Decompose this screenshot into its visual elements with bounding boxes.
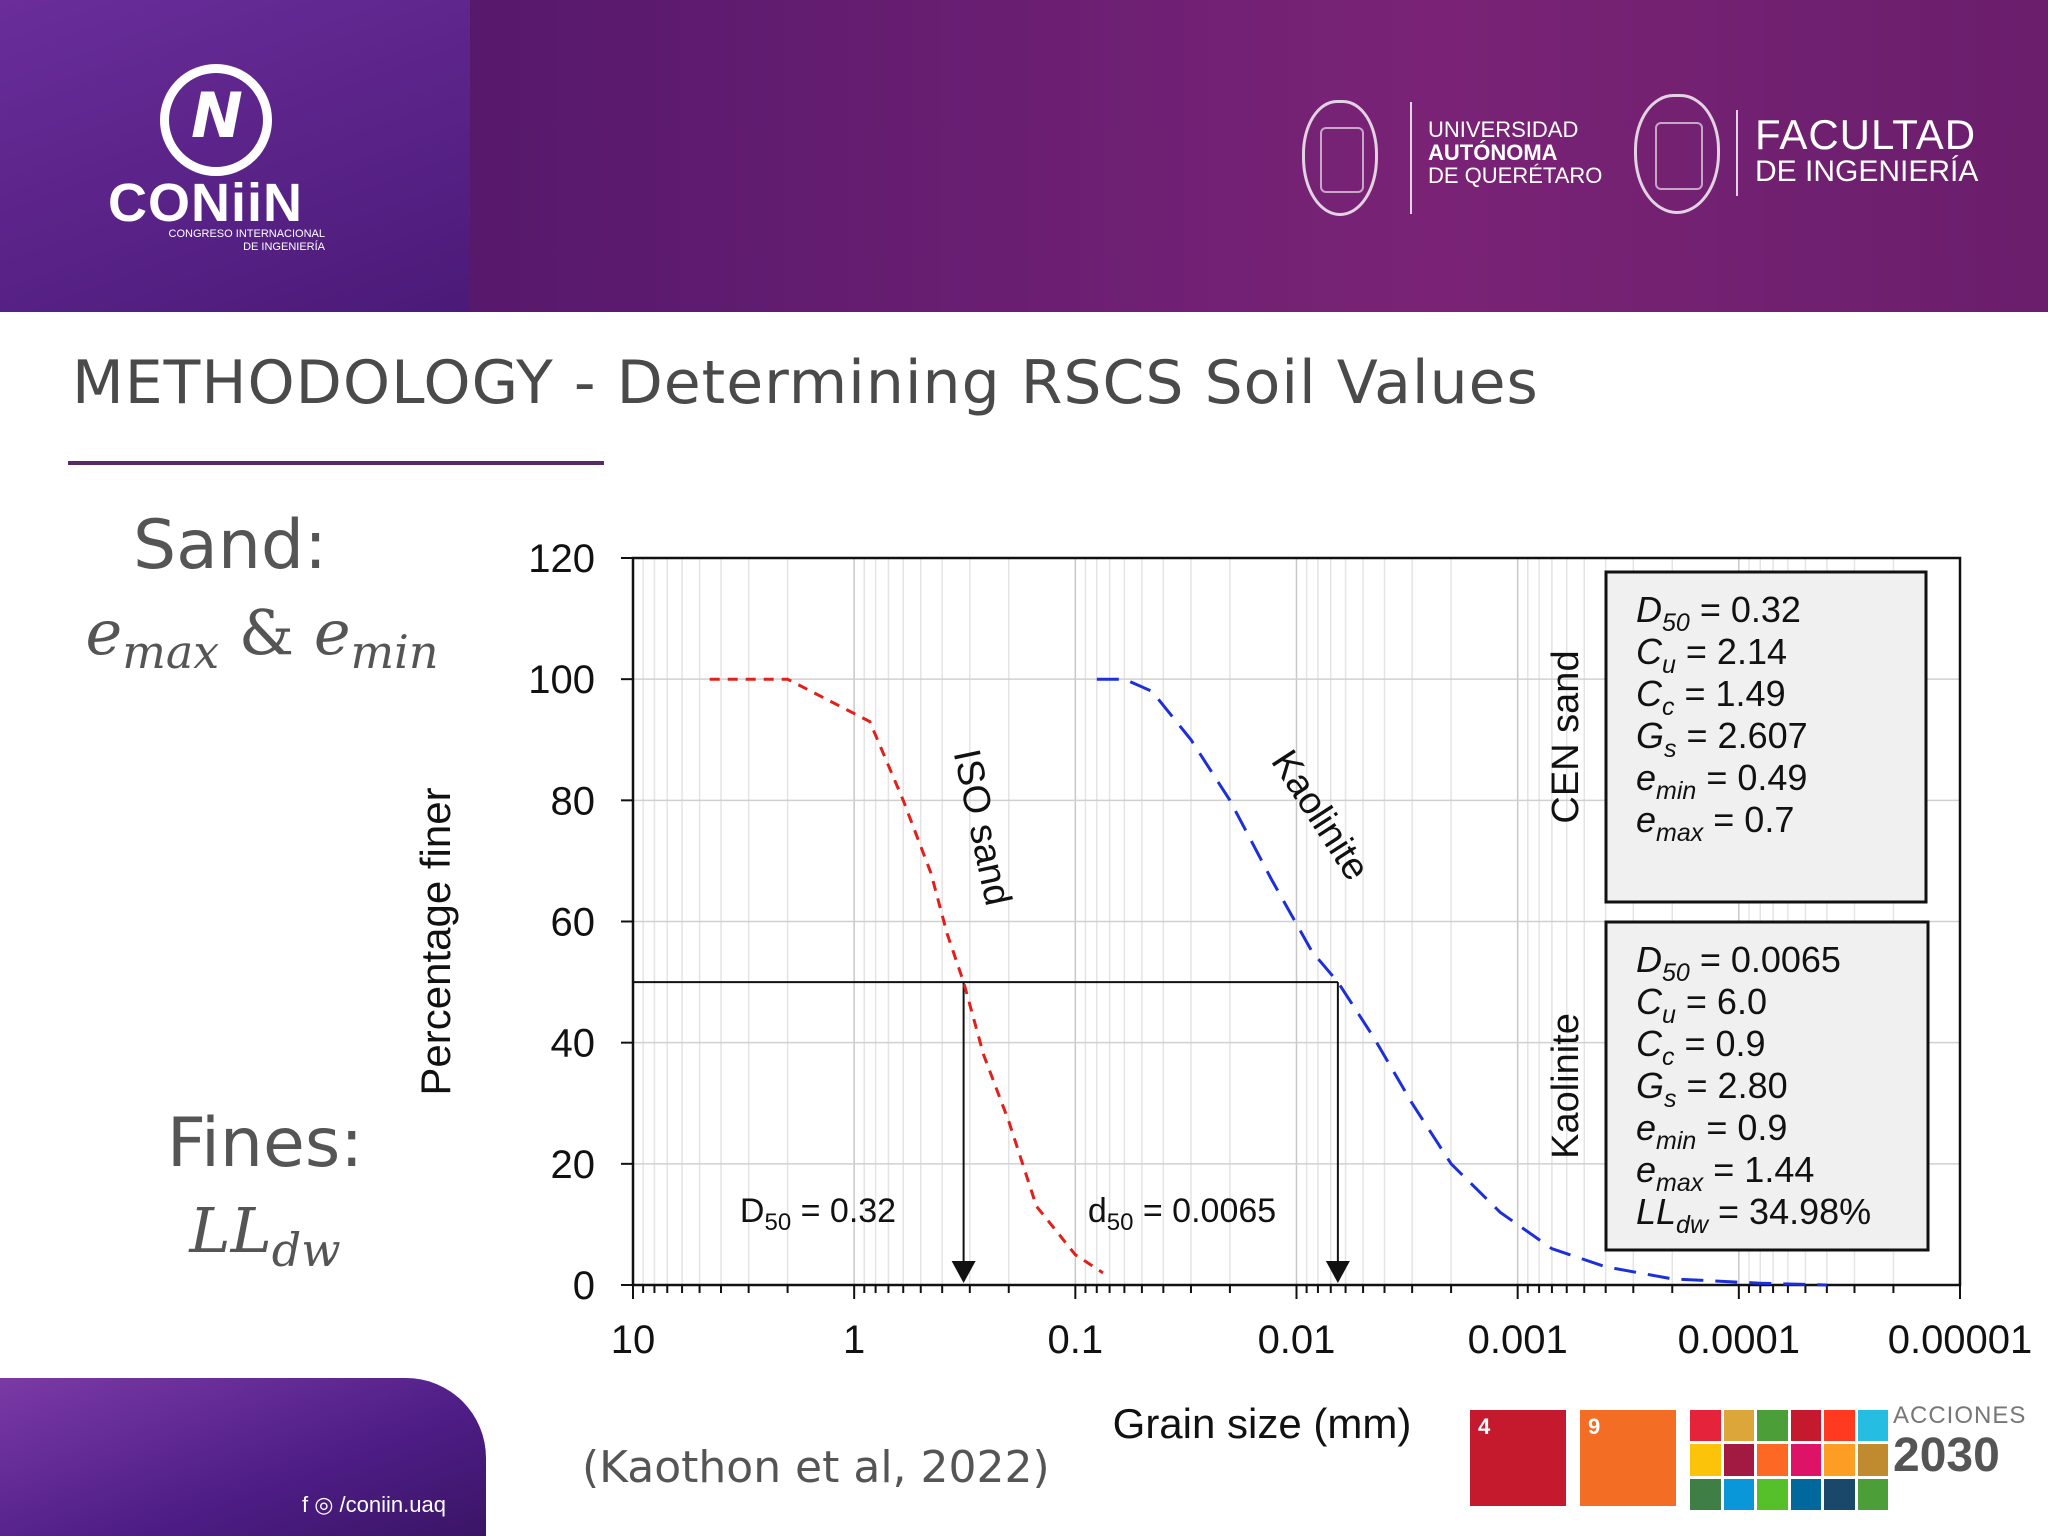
acciones-year: 2030: [1893, 1429, 2000, 1482]
brand-sub-line-1: CONGRESO INTERNACIONAL: [168, 228, 325, 240]
info-box-row: Cc = 0.9: [1636, 1023, 1766, 1071]
info-box: [1604, 570, 1928, 904]
plot-frame: [631, 556, 1962, 1287]
fines-heading: Fines:: [166, 1104, 364, 1183]
header-banner: CONiiN CONGRESO INTERNACIONAL DE INGENIE…: [0, 0, 2048, 312]
info-box-row: emin = 0.9: [1636, 1107, 1787, 1155]
d50-label: D50 = 0.32: [740, 1192, 896, 1236]
info-box-row: Gs = 2.80: [1636, 1065, 1788, 1113]
y-tick-label: 100: [528, 658, 595, 702]
title-underline: [68, 461, 604, 465]
fines-liquid-limit-formula: LLdw: [189, 1194, 341, 1277]
series-line-iso-sand: [709, 677, 1104, 1275]
info-box-side-label: Kaolinite: [1545, 1013, 1587, 1159]
coniin-logo-icon: [160, 64, 272, 176]
x-tick-label: 1: [843, 1318, 865, 1362]
uni-line-2: AUTÓNOMA: [1428, 140, 1558, 165]
x-tick-label: 0.1: [1048, 1318, 1104, 1362]
info-box-row: Cc = 1.49: [1636, 673, 1786, 721]
x-tick-label: 0.0001: [1678, 1318, 1800, 1362]
coniin-brand-name: CONiiN: [108, 173, 303, 233]
y-tick-label: 20: [551, 1143, 596, 1187]
x-tick-label: 0.001: [1468, 1318, 1568, 1362]
d50-label: d50 = 0.0065: [1088, 1192, 1276, 1236]
fac-line-1: FACULTAD: [1755, 111, 1977, 158]
header-divider-2: [1736, 110, 1738, 196]
series-line-kaolinite: [1096, 677, 1827, 1287]
coniin-brand-subtitle: CONGRESO INTERNACIONAL DE INGENIERÍA: [110, 228, 325, 254]
footer-panel: [0, 1378, 486, 1536]
brand-sub-line-2: DE INGENIERÍA: [243, 241, 325, 253]
info-box-row: emin = 0.49: [1636, 757, 1807, 805]
sand-void-ratio-formula: emax & emin: [85, 596, 439, 679]
header-divider: [1410, 102, 1412, 214]
info-box-row: Gs = 2.607: [1636, 715, 1808, 763]
university-name: UNIVERSIDAD AUTÓNOMA DE QUERÉTARO: [1428, 118, 1602, 187]
info-box-row: Cu = 6.0: [1636, 981, 1767, 1029]
brand-panel: CONiiN CONGRESO INTERNACIONAL DE INGENIE…: [0, 0, 470, 312]
x-tick-label: 0.01: [1258, 1318, 1336, 1362]
citation: (Kaothon et al, 2022): [582, 1442, 1050, 1493]
y-tick-label: 40: [551, 1022, 596, 1066]
d50-arrow-icon: [1325, 1261, 1350, 1283]
x-tick-label: 10: [611, 1318, 656, 1362]
info-box-row: emax = 1.44: [1636, 1149, 1814, 1197]
info-box-row: LLdw = 34.98%: [1636, 1191, 1871, 1239]
info-box: [1604, 920, 1930, 1252]
sand-heading: Sand:: [132, 506, 327, 585]
y-tick-label: 120: [528, 537, 595, 581]
info-box-row: emax = 0.7: [1636, 799, 1794, 847]
uni-line-1: UNIVERSIDAD: [1428, 117, 1579, 142]
fines-label-block: Fines:: [130, 1104, 400, 1183]
y-tick-label: 80: [551, 779, 596, 823]
info-box-row: Cu = 2.14: [1636, 631, 1787, 679]
faculty-seal-icon: [1634, 94, 1720, 214]
sdg-mosaic-icon: [1690, 1410, 1888, 1510]
x-tick-label: 0.00001: [1888, 1318, 2033, 1362]
y-tick-label: 0: [573, 1264, 595, 1308]
y-axis-label: Percentage finer: [412, 787, 459, 1095]
info-box-side-label: CEN sand: [1545, 650, 1587, 823]
acciones-label: ACCIONES: [1893, 1402, 2027, 1429]
d50-arrow-icon: [951, 1261, 976, 1283]
sand-label-block: Sand:: [90, 506, 370, 585]
slide-title: METHODOLOGY - Determining RSCS Soil Valu…: [72, 348, 1539, 418]
social-handle[interactable]: f ◎ /coniin.uaq: [302, 1492, 446, 1517]
info-box-row: D50 = 0.32: [1636, 589, 1801, 637]
faculty-name: FACULTAD DE INGENIERÍA: [1755, 114, 1978, 188]
uaq-seal-icon: [1302, 100, 1378, 216]
uni-line-3: DE QUERÉTARO: [1428, 163, 1603, 188]
sdg-4-number: 4: [1478, 1414, 1491, 1439]
sdg-4-icon: 4: [1470, 1410, 1566, 1506]
y-tick-label: 60: [551, 901, 596, 945]
sdg-9-icon: 9: [1580, 1410, 1676, 1506]
fac-line-2: DE INGENIERÍA: [1755, 155, 1979, 188]
x-axis-label: Grain size (mm): [1113, 1400, 1412, 1447]
sdg-9-number: 9: [1588, 1414, 1601, 1439]
info-box-row: D50 = 0.0065: [1636, 939, 1841, 987]
